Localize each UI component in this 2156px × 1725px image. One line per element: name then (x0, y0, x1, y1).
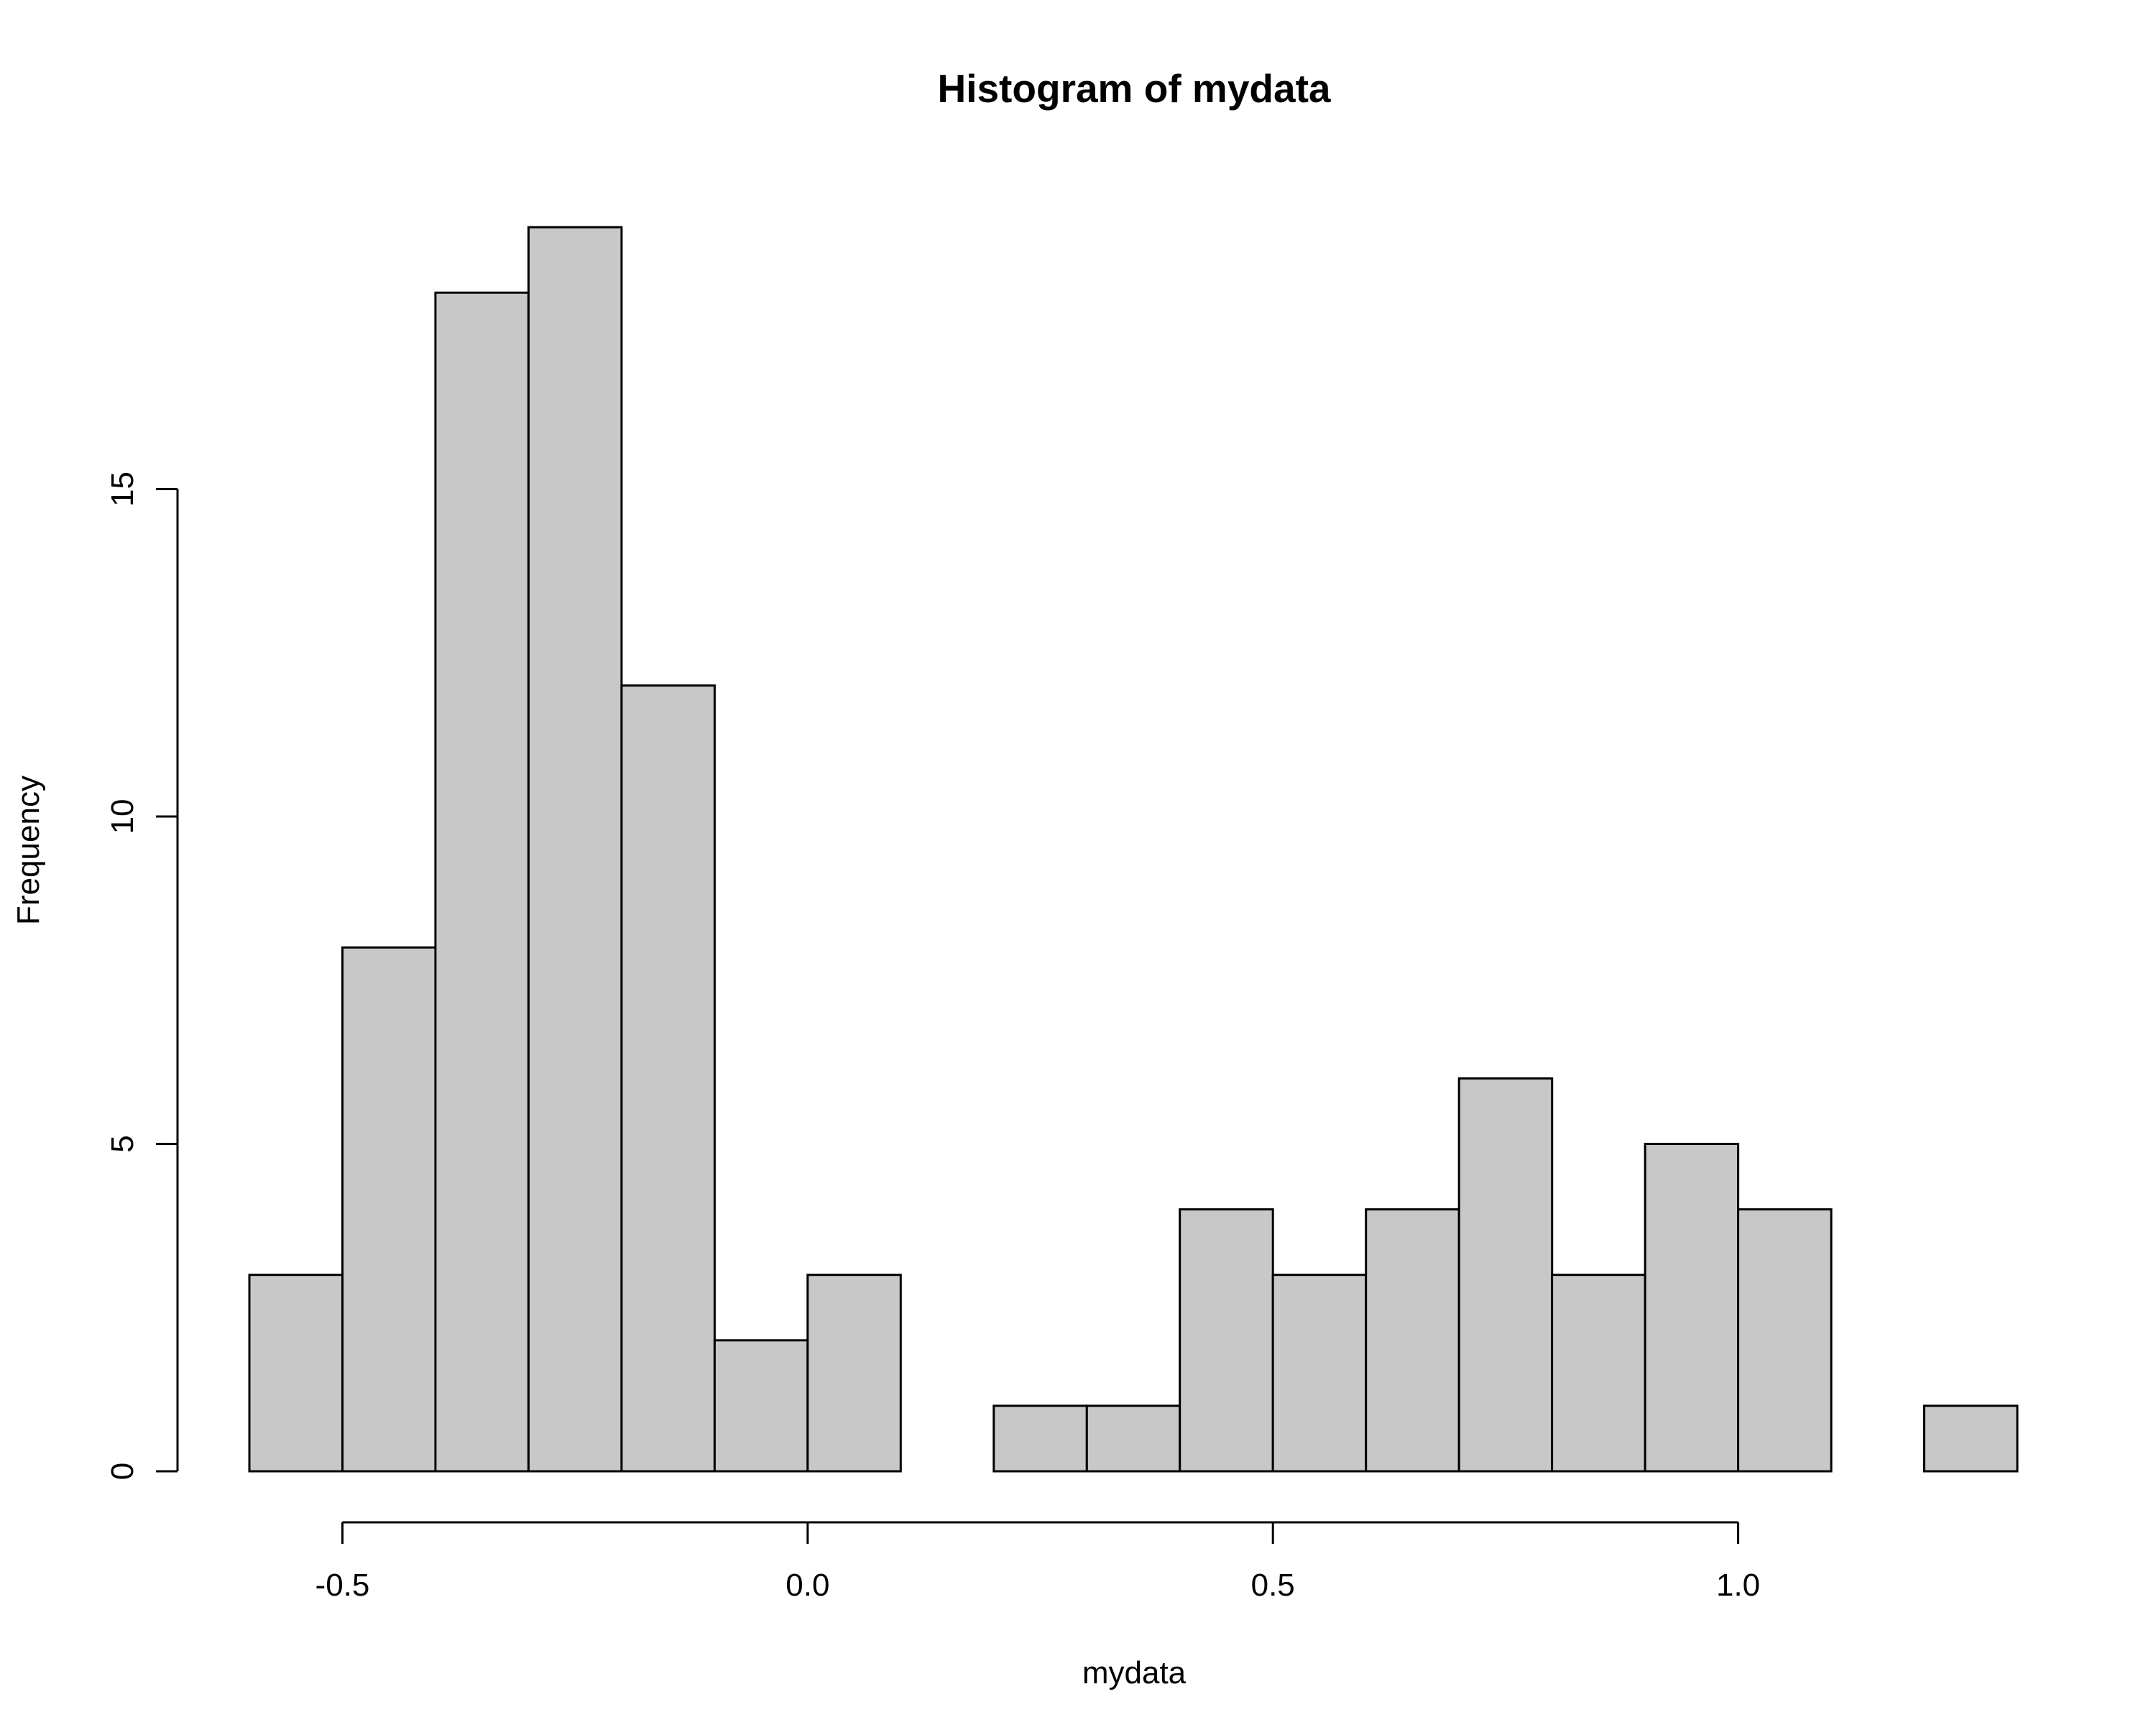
histogram-bar (434, 291, 530, 1473)
x-tick-label: 1.0 (1716, 1568, 1760, 1603)
y-tick-label: 0 (105, 1463, 140, 1480)
histogram-bar (1179, 1208, 1274, 1473)
histogram-bar (992, 1404, 1088, 1473)
x-tick-label: 0.0 (786, 1568, 829, 1603)
histogram-bar (341, 946, 437, 1473)
histogram-bar (1271, 1274, 1368, 1473)
histogram-bar (1085, 1404, 1181, 1473)
histogram-bar (1923, 1404, 2019, 1473)
x-tick-label: -0.5 (315, 1568, 370, 1603)
histogram-bar (1457, 1077, 1554, 1473)
bars-group (248, 226, 2019, 1473)
chart-title: Histogram of mydata (937, 66, 1330, 111)
histogram-bar (1644, 1143, 1740, 1473)
histogram-bar (620, 684, 716, 1473)
x-axis-label: mydata (1082, 1655, 1187, 1690)
y-tick-label: 15 (105, 472, 140, 507)
x-tick-label: 0.5 (1251, 1568, 1295, 1603)
histogram-bar (806, 1274, 902, 1473)
y-axis-label: Frequency (11, 776, 46, 925)
histogram-bar (527, 226, 623, 1473)
y-axis: 0 5 10 15 (105, 472, 179, 1480)
x-axis: -0.5 0.0 0.5 1.0 (315, 1521, 1760, 1603)
histogram-bar (248, 1274, 344, 1473)
histogram-bar (1365, 1208, 1460, 1473)
y-tick-label: 10 (105, 799, 140, 834)
y-tick-label: 5 (105, 1135, 140, 1152)
histogram-bar (1551, 1274, 1646, 1473)
histogram-bar (713, 1339, 809, 1473)
histogram-bar (1737, 1208, 1833, 1473)
